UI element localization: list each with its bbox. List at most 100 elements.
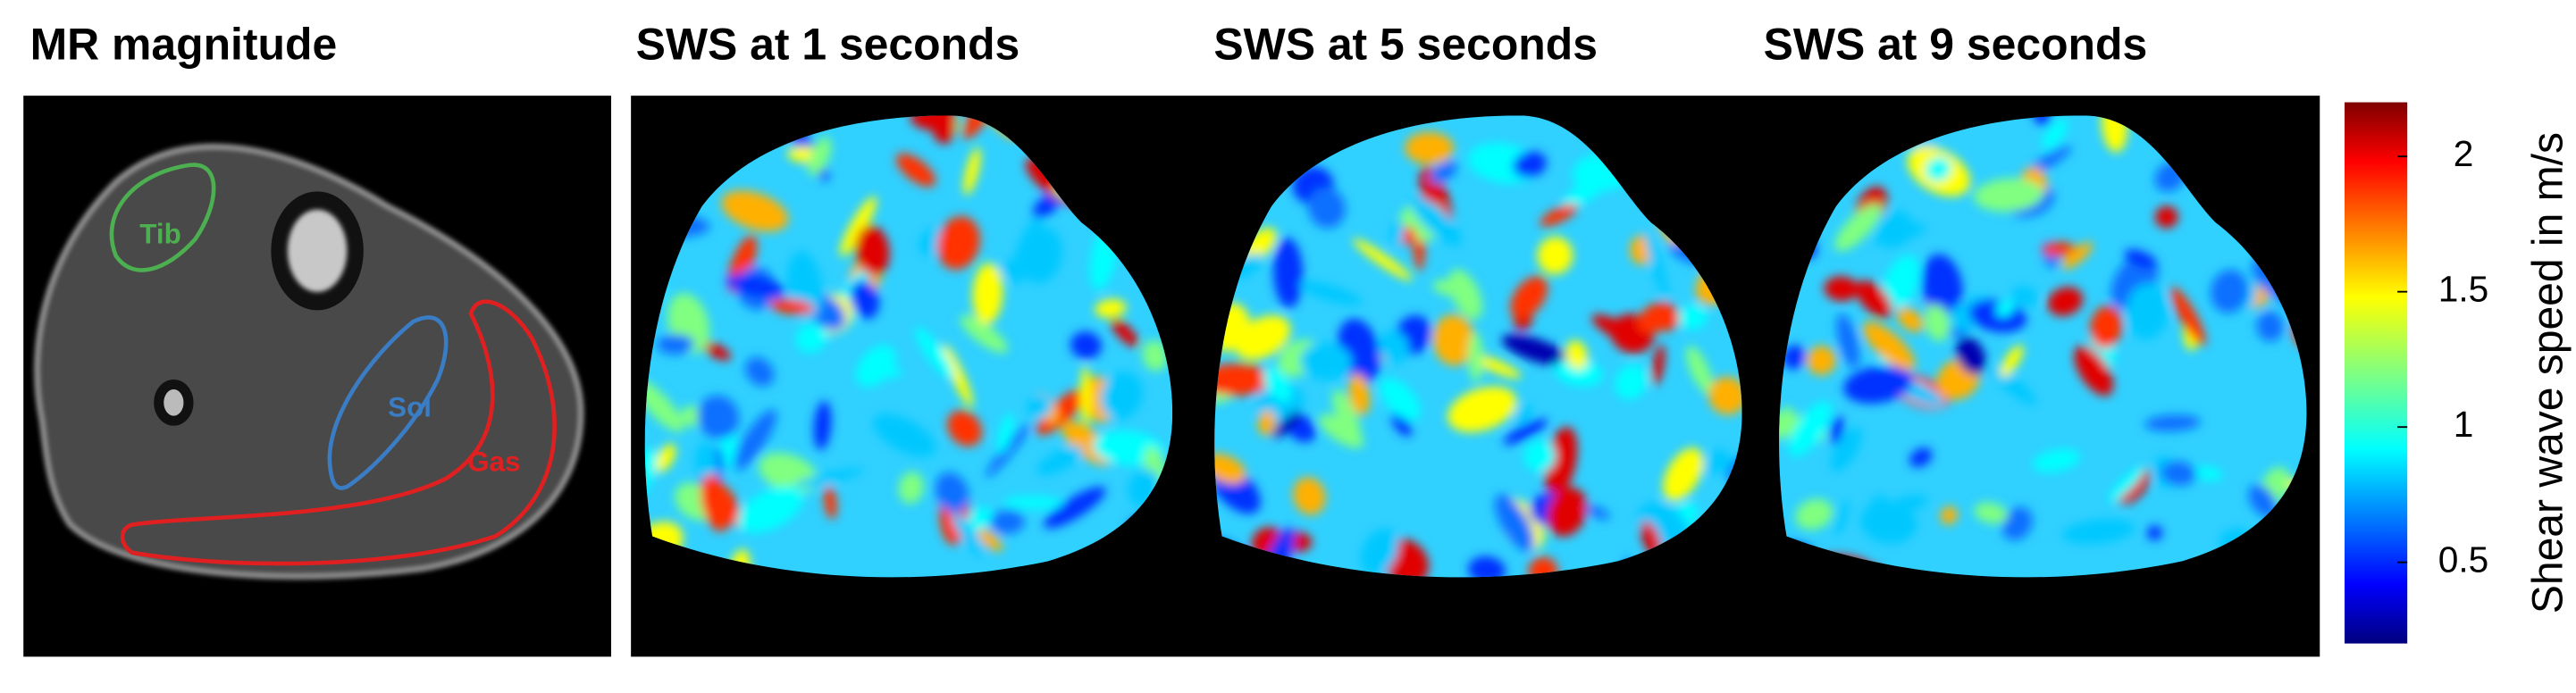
sws-blob — [1973, 178, 2044, 212]
sws-blob — [1100, 372, 1144, 420]
sws-blob — [1956, 337, 1986, 375]
sws-blob — [1806, 346, 1836, 376]
colorbar-label: Shear wave speed in m/s — [2525, 132, 2572, 614]
sws-blob — [1027, 394, 1053, 419]
sws-blob — [1380, 378, 1421, 422]
sws-blob — [2074, 346, 2114, 397]
sws-blob — [1036, 388, 1087, 436]
sws-blob — [1862, 321, 1916, 371]
sws-blob — [1833, 500, 1849, 536]
sws-blob — [745, 356, 775, 387]
sws-blob — [703, 342, 731, 361]
sws-blob — [1360, 528, 1398, 575]
sws-blob — [726, 274, 785, 298]
sws-blob — [2062, 519, 2135, 545]
sws-blob — [1843, 365, 1913, 404]
sws-blob — [1856, 280, 1892, 318]
sws-blob — [1591, 314, 1645, 346]
sws-blob — [2108, 465, 2144, 503]
sws-blob — [1003, 496, 1065, 510]
sws-texture — [1214, 115, 1742, 578]
sws-blob — [2144, 414, 2201, 431]
sws-blob — [1242, 228, 1277, 263]
sws-blob — [1678, 305, 1708, 330]
sws-blob — [1142, 339, 1168, 372]
sws-blob — [2042, 118, 2068, 149]
sws-blob — [1830, 427, 1862, 472]
sws-blob — [1795, 498, 1833, 530]
sws-blob — [2117, 468, 2151, 505]
sws-blob — [2101, 115, 2128, 153]
sws-blob — [2061, 242, 2094, 270]
sws-blob — [1319, 414, 1364, 448]
sws-blob — [1432, 314, 1475, 366]
sws-blob — [1523, 439, 1556, 472]
sws-blob — [2146, 525, 2163, 541]
sws-blob — [1503, 418, 1548, 446]
sws-blob — [737, 486, 803, 533]
sws-blob — [2041, 241, 2077, 256]
region-label: Gas — [467, 446, 520, 477]
sws-blob — [1299, 281, 1363, 305]
sws-blob — [1257, 410, 1276, 436]
sws-blob — [1834, 203, 1882, 252]
sws-blob — [794, 468, 865, 488]
sws-blob — [2161, 461, 2197, 486]
sws-map — [1214, 115, 1742, 578]
sws-blob — [1565, 339, 1588, 370]
sws-blob — [1836, 313, 1860, 369]
sws-blob — [1263, 367, 1292, 403]
panel-title: MR magnitude — [30, 20, 338, 70]
sws-blob — [1501, 334, 1570, 366]
sws-blob — [680, 405, 703, 427]
sws-blob — [2248, 484, 2278, 517]
sws-blob — [1883, 255, 1920, 309]
sws-blob — [997, 413, 1014, 454]
sws-map — [644, 115, 1173, 578]
sws-blob — [1537, 237, 1573, 275]
sws-blob — [2256, 311, 2284, 342]
sws-blob — [915, 327, 953, 380]
sws-texture — [644, 115, 1173, 578]
sws-maps — [644, 115, 2307, 578]
sws-blob — [962, 115, 1003, 139]
sws-blob — [1547, 487, 1588, 537]
region-label: Sol — [388, 392, 432, 423]
sws-blob — [1873, 223, 1926, 246]
sws-blob — [1788, 401, 1833, 457]
sws-blob — [768, 298, 815, 315]
sws-blob — [1779, 406, 1793, 441]
sws-blob — [952, 513, 986, 556]
panel-title: SWS at 1 seconds — [636, 20, 1020, 70]
sws-blob — [657, 334, 694, 355]
sws-blob — [701, 474, 731, 532]
sws-blob — [1352, 238, 1413, 281]
sws-blob — [1645, 232, 1669, 302]
sws-blob — [968, 506, 993, 530]
sws-blob — [2090, 305, 2123, 349]
sws-blob — [1448, 269, 1483, 320]
sws-blob — [1925, 156, 1951, 182]
sws-blob — [1378, 330, 1409, 364]
sws-blob — [1095, 298, 1127, 318]
sws-blob — [1512, 151, 1547, 178]
sws-blob — [2001, 506, 2033, 541]
sws-blob — [2030, 115, 2052, 127]
sws-blob — [1044, 486, 1106, 529]
sws-blob — [1011, 217, 1043, 285]
sws-blob — [655, 443, 676, 472]
sws-blob — [972, 263, 1003, 325]
sws-blob — [2154, 205, 2178, 229]
sws-blob — [1582, 505, 1610, 520]
colorbar-tick-label: 1.5 — [2438, 268, 2488, 309]
sws-blob — [960, 314, 1008, 354]
sws-blob — [1467, 331, 1483, 382]
sws-blob — [808, 137, 832, 176]
panel-title: SWS at 9 seconds — [1764, 20, 2148, 70]
sws-blob — [839, 196, 877, 257]
sws-blob — [1860, 501, 1917, 544]
sws-blob — [910, 115, 949, 130]
sws-blob — [855, 225, 890, 277]
sws-blob — [813, 400, 832, 450]
